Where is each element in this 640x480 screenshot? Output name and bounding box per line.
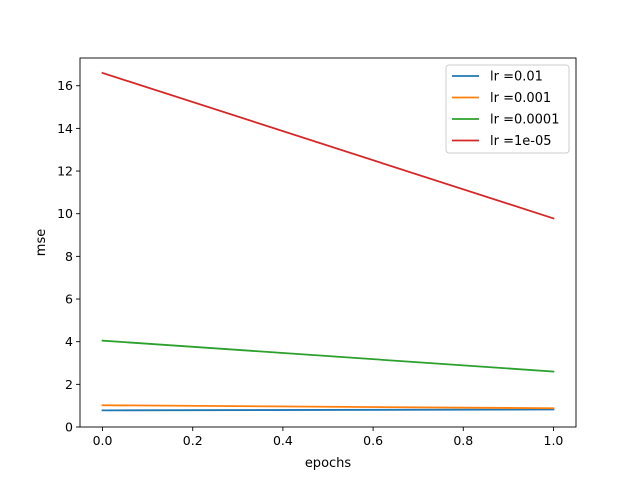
x-tick-label: 0.0 xyxy=(93,433,113,448)
y-tick-label: 8 xyxy=(65,249,73,264)
x-tick-label: 0.4 xyxy=(273,433,293,448)
y-axis-label: mse xyxy=(34,229,49,256)
y-tick-label: 10 xyxy=(57,206,73,221)
y-tick-label: 0 xyxy=(65,420,73,435)
legend-box xyxy=(445,64,570,154)
axes-layer: 0.0 0.2 0.4 0.6 0.8 1.0 0 2 4 6 8 10 12 14 16 epochs mse xyxy=(34,57,577,471)
series-line-0 xyxy=(101,408,555,412)
x-tick-label: 0.2 xyxy=(183,433,203,448)
x-tick-label: 1.0 xyxy=(544,433,564,448)
y-tick-label: 6 xyxy=(65,292,73,307)
legend-label-3: lr =1e-05 xyxy=(490,134,551,149)
legend-label-0: lr =0.01 xyxy=(490,70,543,85)
legend-label-1: lr =0.001 xyxy=(490,91,551,106)
plot-frame xyxy=(79,57,577,428)
y-tick-label: 12 xyxy=(57,164,73,179)
y-tick-label: 2 xyxy=(65,377,73,392)
series-line-2 xyxy=(101,339,555,373)
x-tick-label: 0.6 xyxy=(363,433,383,448)
legend: lr =0.01 lr =0.001 lr =0.0001 lr =1e-05 xyxy=(445,64,570,154)
y-tick-label: 16 xyxy=(57,78,73,93)
legend-label-2: lr =0.0001 xyxy=(490,113,559,128)
x-axis-label: epochs xyxy=(305,456,352,471)
x-tick-label: 0.8 xyxy=(453,433,473,448)
series-line-1 xyxy=(101,404,555,410)
y-tick-label: 14 xyxy=(57,121,73,136)
series-line-3 xyxy=(101,71,555,220)
series-layer xyxy=(101,71,555,412)
y-tick-label: 4 xyxy=(65,334,73,349)
